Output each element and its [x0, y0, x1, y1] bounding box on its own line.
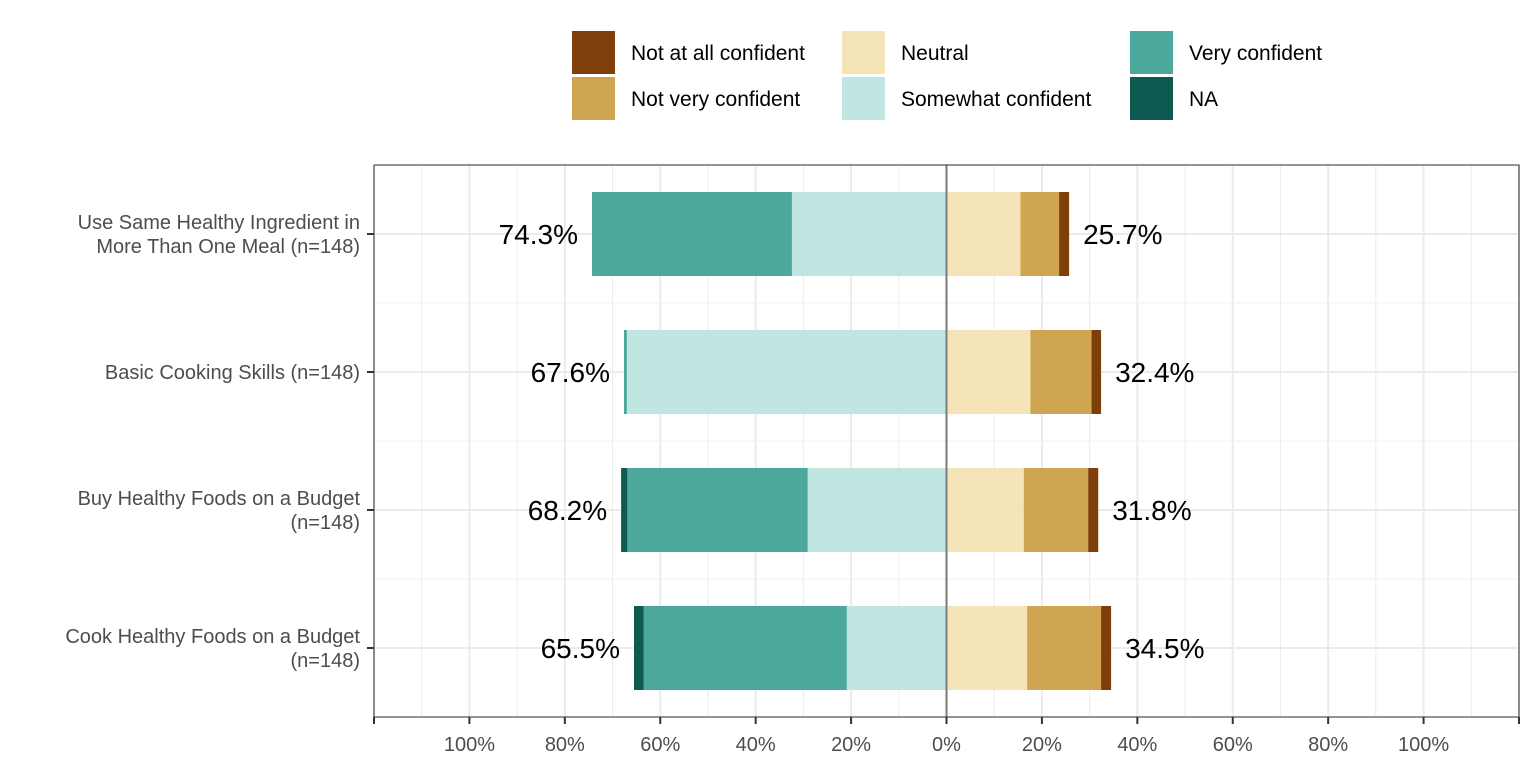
percent-labels: 74.3% 25.7% 67.6% 32.4% 68.2% 31.8% 65.5% 34.5%: [499, 219, 1205, 664]
legend-item: Not at all confident: [572, 31, 805, 74]
bar-segment-neutral: [946, 468, 1024, 552]
legend-swatch: [842, 31, 885, 74]
right-total-label: 34.5%: [1125, 633, 1204, 664]
category-label: Use Same Healthy Ingredient in More Than …: [78, 212, 360, 258]
x-tick-label: 40%: [736, 734, 776, 756]
legend-label: Neutral: [901, 42, 969, 65]
x-tick-label: 80%: [1308, 734, 1348, 756]
bar-segment-somewhat: [791, 192, 947, 276]
legend-item: Neutral: [842, 31, 969, 74]
bars: [592, 192, 1112, 690]
bar-segment-not_at_all: [1091, 330, 1102, 414]
bar-segment-very: [592, 192, 792, 276]
legend-swatch: [572, 77, 615, 120]
bar-segment-not_very: [1020, 192, 1060, 276]
bar-segment-neutral: [946, 606, 1028, 690]
legend-label: Not at all confident: [631, 42, 805, 65]
category-label: Cook Healthy Foods on a Budget (n=148): [65, 626, 360, 672]
x-tick-label: 100%: [1398, 734, 1449, 756]
x-tick-label: 60%: [1213, 734, 1253, 756]
legend: Not at all confident Not very confident Ne…: [572, 31, 1322, 120]
bar-segment-not_at_all: [1059, 192, 1070, 276]
bar-segment-na: [634, 606, 644, 690]
category-label: Basic Cooking Skills (n=148): [105, 362, 360, 384]
bar-segment-na: [621, 468, 628, 552]
bar-segment-not_at_all: [1101, 606, 1112, 690]
right-total-label: 31.8%: [1112, 495, 1191, 526]
bar-segment-very: [627, 468, 808, 552]
legend-label: Not very confident: [631, 88, 800, 111]
legend-label: Very confident: [1189, 42, 1322, 65]
bar-segment-very: [643, 606, 847, 690]
bar-segment-neutral: [946, 330, 1031, 414]
legend-label: NA: [1189, 88, 1218, 111]
bar-segment-somewhat: [846, 606, 947, 690]
left-total-label: 67.6%: [531, 357, 610, 388]
bar-segment-somewhat: [807, 468, 947, 552]
category-label: Buy Healthy Foods on a Budget (n=148): [78, 488, 361, 534]
right-total-label: 25.7%: [1083, 219, 1162, 250]
legend-item: NA: [1130, 77, 1218, 120]
legend-swatch: [572, 31, 615, 74]
legend-swatch: [1130, 77, 1173, 120]
plot-area: 74.3% 25.7% 67.6% 32.4% 68.2% 31.8% 65.5% 34.5%: [373, 164, 1520, 718]
x-tick-label: 20%: [831, 734, 871, 756]
legend-item: Not very confident: [572, 77, 800, 120]
right-total-label: 32.4%: [1115, 357, 1194, 388]
axes: Use Same Healthy Ingredient in More Than …: [65, 212, 1520, 756]
x-tick-label: 0%: [932, 734, 961, 756]
bar-segment-not_very: [1030, 330, 1092, 414]
bar-segment-very: [623, 330, 627, 414]
x-tick-label: 20%: [1022, 734, 1062, 756]
bar-segment-not_very: [1027, 606, 1102, 690]
legend-swatch: [1130, 31, 1173, 74]
left-total-label: 65.5%: [541, 633, 620, 664]
legend-swatch: [842, 77, 885, 120]
bar-segment-not_at_all: [1088, 468, 1099, 552]
left-total-label: 74.3%: [499, 219, 578, 250]
x-tick-label: 40%: [1117, 734, 1157, 756]
bar-segment-not_very: [1023, 468, 1089, 552]
x-tick-label: 60%: [640, 734, 680, 756]
legend-item: Somewhat confident: [842, 77, 1091, 120]
legend-label: Somewhat confident: [901, 88, 1091, 111]
legend-item: Very confident: [1130, 31, 1322, 74]
x-tick-label: 80%: [545, 734, 585, 756]
left-total-label: 68.2%: [528, 495, 607, 526]
bar-segment-somewhat: [626, 330, 947, 414]
bar-segment-neutral: [946, 192, 1021, 276]
x-tick-label: 100%: [444, 734, 495, 756]
